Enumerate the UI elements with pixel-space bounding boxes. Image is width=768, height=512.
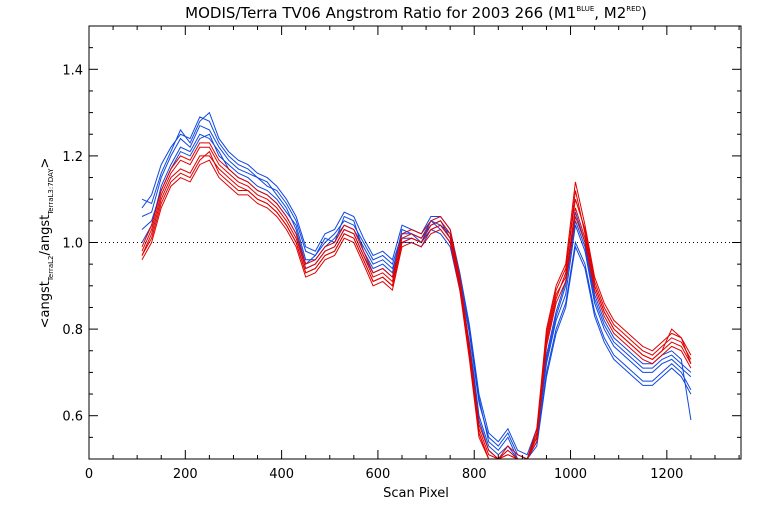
series-layer [141,111,692,459]
plot-frame [88,25,742,460]
series-line-red-6 [141,159,692,459]
x-tick-label-0: 0 [85,467,93,482]
series-line-blue-3 [141,111,692,456]
series-line-red-9 [141,142,692,459]
y-tick-label-0: 0.6 [62,410,83,425]
x-axis-title: Scan Pixel [383,486,449,501]
series-line-blue-1 [141,116,692,459]
x-tick-label-6: 1200 [650,467,683,482]
series-line-red-8 [141,150,692,459]
tick-layer: 0 200 400 600 800 1000 1200 0.6 0.8 1.0 1.2 1.4 [62,26,741,482]
series-line-blue-0 [141,124,692,459]
y-tick-label-3: 1.2 [62,150,83,165]
x-tick-label-5: 1000 [554,467,587,482]
y-tick-label-4: 1.4 [62,63,83,78]
y-axis-title: <angstTerraL2/angstTerraL3:7DAY> [38,158,55,329]
y-tick-label-2: 1.0 [62,237,83,252]
x-tick-label-1: 200 [173,467,198,482]
chart-title: MODIS/Terra TV06 Angstrom Ratio for 2003… [185,4,647,22]
series-line-red-7 [141,146,692,459]
y-tick-label-1: 0.8 [62,323,83,338]
x-tick-label-4: 800 [462,467,487,482]
x-tick-label-3: 600 [366,467,391,482]
x-tick-label-2: 400 [269,467,294,482]
series-line-red-5 [141,155,692,459]
